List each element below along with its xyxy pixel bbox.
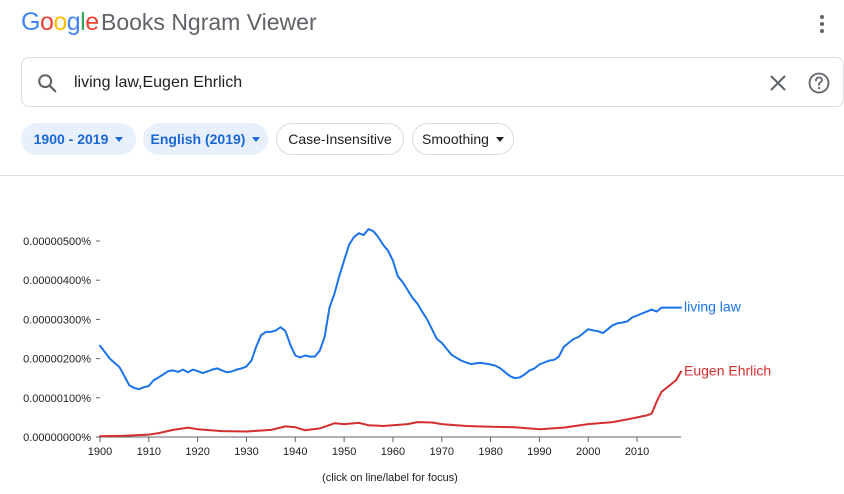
logo-letter-o: o [53,8,67,36]
series-line-living-law[interactable] [99,228,682,391]
x-tick-label: 1940 [283,446,307,458]
google-logo[interactable]: Google [21,8,99,37]
caret-down-icon [495,136,504,142]
app-title: Books Ngram Viewer [101,9,317,35]
divider [0,175,844,176]
case-insensitive-label: Case-Insensitive [288,131,392,147]
smoothing-label: Smoothing [422,131,489,147]
y-tick-label: 0.00000400% [23,275,91,287]
ngram-chart: 0.00000000% 0.00000100% 0.00000200% 0.00000… [23,228,771,484]
caret-down-icon [252,136,261,142]
x-tick-label: 1900 [88,446,112,458]
close-icon[interactable] [768,73,788,93]
x-tick-label: 1970 [430,446,454,458]
series-label-living-law[interactable]: living law [684,299,742,315]
x-tick-label: 1930 [234,446,258,458]
series-label-eugen-ehrlich[interactable]: Eugen Ehrlich [684,363,771,379]
more-vert-icon[interactable] [812,12,832,36]
search-box [21,57,844,107]
year-range-dropdown[interactable]: 1900 - 2019 [21,123,136,155]
caret-down-icon [115,136,124,142]
y-tick-label: 0.00000000% [23,432,91,444]
case-insensitive-toggle[interactable]: Case-Insensitive [276,123,404,155]
search-input[interactable] [74,70,754,96]
logo-letter-g: g [66,8,81,36]
x-tick-label: 1920 [185,446,209,458]
y-tick-label: 0.00000100% [23,393,91,405]
corpus-label: English (2019) [150,131,246,147]
search-icon[interactable] [36,72,58,94]
logo-letter-e: e [85,8,99,36]
series-line-eugen-ehrlich[interactable] [99,370,682,438]
help-icon[interactable] [808,72,830,94]
logo-letter-g: G [21,8,40,36]
chart-focus-note: (click on line/label for focus) [322,472,458,484]
x-tick-label: 2000 [576,446,600,458]
y-tick-label: 0.00000200% [23,354,91,366]
x-tick-label: 1980 [478,446,502,458]
smoothing-dropdown[interactable]: Smoothing [412,123,514,155]
y-tick-label: 0.00000300% [23,314,91,326]
logo-letter-o: o [39,8,54,36]
x-tick-label: 2010 [625,446,649,458]
logo-letter-l: l [80,8,86,36]
y-tick-label: 0.00000500% [23,236,91,248]
x-tick-label: 1910 [137,446,161,458]
app-header: Google Books Ngram Viewer [0,0,844,48]
year-range-label: 1900 - 2019 [33,131,109,147]
x-tick-label: 1990 [527,446,551,458]
corpus-dropdown[interactable]: English (2019) [143,123,268,155]
x-tick-label: 1960 [381,446,405,458]
x-tick-label: 1950 [332,446,356,458]
